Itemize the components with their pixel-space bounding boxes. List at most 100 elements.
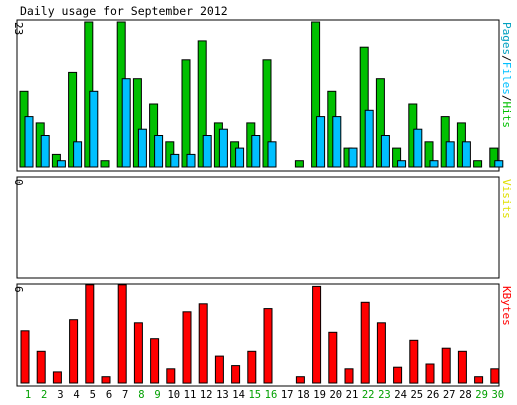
kbytes-bar-day-21 bbox=[344, 368, 354, 384]
files-bar-day-25 bbox=[413, 128, 423, 168]
kbytes-bar-day-22 bbox=[360, 301, 370, 384]
kbytes-bar-day-29 bbox=[474, 376, 484, 384]
day-label-9: 9 bbox=[154, 389, 160, 401]
hits-panel-frame bbox=[16, 19, 500, 172]
day-label-19: 19 bbox=[313, 389, 326, 401]
day-label-29: 29 bbox=[475, 389, 488, 401]
files-bar-day-11 bbox=[186, 153, 196, 168]
kbytes-bar-day-4 bbox=[69, 319, 79, 384]
kbytes-bar-day-20 bbox=[328, 331, 338, 384]
hits-bar-day-6 bbox=[100, 160, 110, 168]
files-bar-day-9 bbox=[154, 135, 164, 168]
kbytes-bar-day-8 bbox=[133, 322, 143, 384]
legend-files: Files bbox=[500, 62, 513, 95]
day-label-24: 24 bbox=[394, 389, 407, 401]
kbytes-bar-day-10 bbox=[166, 368, 176, 384]
hits-bar-day-11 bbox=[181, 59, 191, 168]
day-label-25: 25 bbox=[410, 389, 423, 401]
files-bar-day-14 bbox=[235, 147, 245, 168]
day-label-30: 30 bbox=[491, 389, 504, 401]
kbytes-bar-day-15 bbox=[247, 350, 257, 384]
files-bar-day-26 bbox=[429, 160, 439, 168]
files-bar-day-13 bbox=[218, 128, 228, 168]
day-label-10: 10 bbox=[167, 389, 180, 401]
hits-bar-day-23 bbox=[375, 78, 385, 168]
day-label-3: 3 bbox=[57, 389, 63, 401]
hits-bar-day-12 bbox=[197, 40, 207, 168]
day-label-27: 27 bbox=[443, 389, 456, 401]
chart-title: Daily usage for September 2012 bbox=[20, 4, 228, 18]
hits-bar-day-16 bbox=[262, 59, 272, 168]
day-label-18: 18 bbox=[297, 389, 310, 401]
kbytes-bar-day-6 bbox=[101, 376, 111, 384]
files-bar-day-7 bbox=[121, 78, 131, 168]
kbytes-bar-day-16 bbox=[263, 308, 273, 384]
files-bar-day-20 bbox=[332, 116, 342, 168]
hits-bar-day-4 bbox=[68, 71, 78, 168]
kbytes-bar-day-13 bbox=[214, 355, 224, 384]
files-bar-day-3 bbox=[56, 160, 66, 168]
files-bar-day-22 bbox=[364, 109, 374, 168]
hits-bar-day-19 bbox=[311, 21, 321, 168]
kbytes-bar-day-23 bbox=[376, 322, 386, 384]
files-bar-day-23 bbox=[380, 135, 390, 168]
kbytes-bar-day-1 bbox=[20, 330, 30, 384]
kbytes-bar-day-25 bbox=[409, 339, 419, 384]
kbytes-bar-day-12 bbox=[198, 303, 208, 384]
kbytes-panel-frame bbox=[16, 283, 500, 387]
files-bar-day-8 bbox=[137, 128, 147, 168]
legend-kbytes: KBytes bbox=[500, 286, 513, 326]
hits-panel-legend: Pages/Files/Hits bbox=[500, 22, 513, 128]
day-label-20: 20 bbox=[329, 389, 342, 401]
hits-bar-day-24 bbox=[392, 147, 402, 168]
kbytes-ymax-label: 6 bbox=[12, 286, 25, 293]
day-label-1: 1 bbox=[25, 389, 31, 401]
hits-bar-day-30 bbox=[489, 147, 499, 168]
kbytes-bar-day-2 bbox=[36, 350, 46, 384]
files-bar-day-16 bbox=[267, 141, 277, 168]
visits-panel-frame bbox=[16, 176, 500, 279]
day-label-14: 14 bbox=[232, 389, 245, 401]
day-label-12: 12 bbox=[200, 389, 213, 401]
files-bar-day-24 bbox=[397, 160, 407, 168]
kbytes-bar-day-28 bbox=[457, 350, 467, 384]
kbytes-bar-day-18 bbox=[295, 376, 305, 384]
hits-bar-day-29 bbox=[473, 160, 483, 168]
legend-separator-1: / bbox=[500, 55, 513, 62]
visits-ymax-label: 0 bbox=[12, 179, 25, 186]
kbytes-bar-day-30 bbox=[490, 368, 500, 384]
day-label-26: 26 bbox=[427, 389, 440, 401]
kbytes-bar-day-14 bbox=[231, 365, 241, 384]
kbytes-bar-day-7 bbox=[117, 284, 127, 384]
files-bar-day-27 bbox=[445, 141, 455, 168]
day-label-8: 8 bbox=[138, 389, 144, 401]
hits-bar-day-8 bbox=[132, 78, 142, 168]
day-label-17: 17 bbox=[281, 389, 294, 401]
day-label-11: 11 bbox=[184, 389, 197, 401]
legend-pages: Pages bbox=[500, 22, 513, 55]
day-label-28: 28 bbox=[459, 389, 472, 401]
files-bar-day-12 bbox=[202, 135, 212, 168]
kbytes-bar-day-9 bbox=[150, 338, 160, 384]
files-bar-day-4 bbox=[73, 141, 83, 168]
files-bar-day-15 bbox=[251, 135, 261, 168]
kbytes-bar-day-3 bbox=[52, 371, 62, 384]
day-label-16: 16 bbox=[265, 389, 278, 401]
legend-separator-2: / bbox=[500, 95, 513, 102]
kbytes-bars bbox=[20, 284, 500, 384]
files-bar-day-19 bbox=[316, 116, 326, 168]
files-bar-day-5 bbox=[89, 90, 99, 168]
kbytes-bar-day-19 bbox=[312, 285, 322, 384]
files-bar-day-2 bbox=[40, 135, 50, 168]
files-bar-day-10 bbox=[170, 153, 180, 168]
hits-bar-day-22 bbox=[359, 46, 369, 168]
day-label-21: 21 bbox=[346, 389, 359, 401]
day-label-22: 22 bbox=[362, 389, 375, 401]
day-label-2: 2 bbox=[41, 389, 47, 401]
hits-ymax-label: 23 bbox=[12, 22, 25, 35]
day-label-5: 5 bbox=[90, 389, 96, 401]
kbytes-bar-day-11 bbox=[182, 311, 192, 384]
files-bar-day-30 bbox=[494, 160, 504, 168]
files-bar-day-1 bbox=[24, 116, 34, 168]
